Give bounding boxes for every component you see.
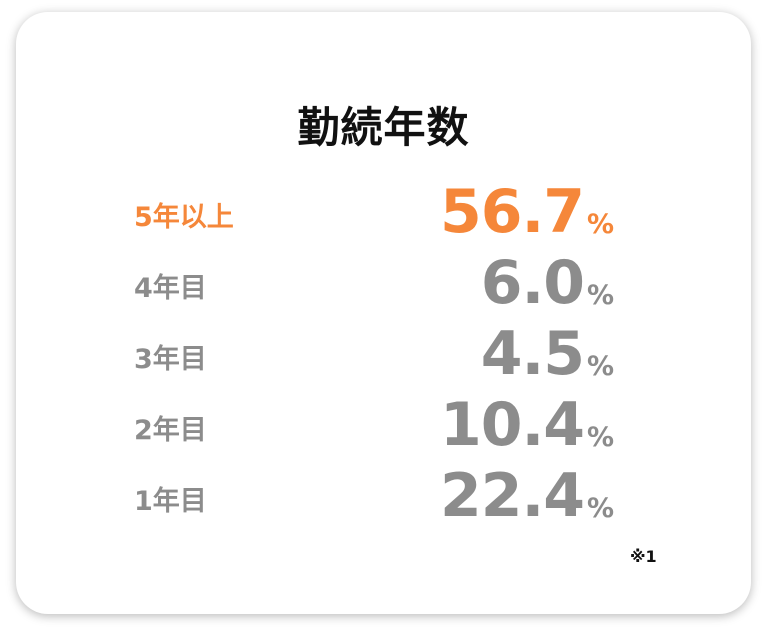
stat-row: 1年目 22.4% <box>134 456 614 526</box>
note: ※1 <box>630 547 657 566</box>
row-unit: % <box>586 209 614 240</box>
stat-row: 2年目 10.4% <box>134 385 614 455</box>
title: 勤続年数 <box>297 103 470 152</box>
row-label: 5年以上 <box>134 202 234 233</box>
row-unit: % <box>586 351 614 382</box>
row-value: 6.0 <box>480 248 585 318</box>
row-label: 3年目 <box>134 344 207 375</box>
row-label: 4年目 <box>134 273 207 304</box>
stat-row: 5年以上 56.7% <box>134 172 614 242</box>
row-unit: % <box>586 422 614 453</box>
row-value: 56.7 <box>439 177 585 247</box>
stat-row: 4年目 6.0% <box>134 243 614 313</box>
row-label: 1年目 <box>134 486 207 517</box>
row-label: 2年目 <box>134 415 207 446</box>
card: 勤続年数 ※1 5年以上 56.7% 4年目 6.0% 3年目 4.5% 2年目 10.4% 1… <box>16 12 751 614</box>
row-value: 4.5 <box>480 319 585 389</box>
row-unit: % <box>586 493 614 524</box>
row-unit: % <box>586 280 614 311</box>
row-value: 10.4 <box>439 390 585 460</box>
stat-row: 3年目 4.5% <box>134 314 614 384</box>
row-value: 22.4 <box>439 461 585 531</box>
